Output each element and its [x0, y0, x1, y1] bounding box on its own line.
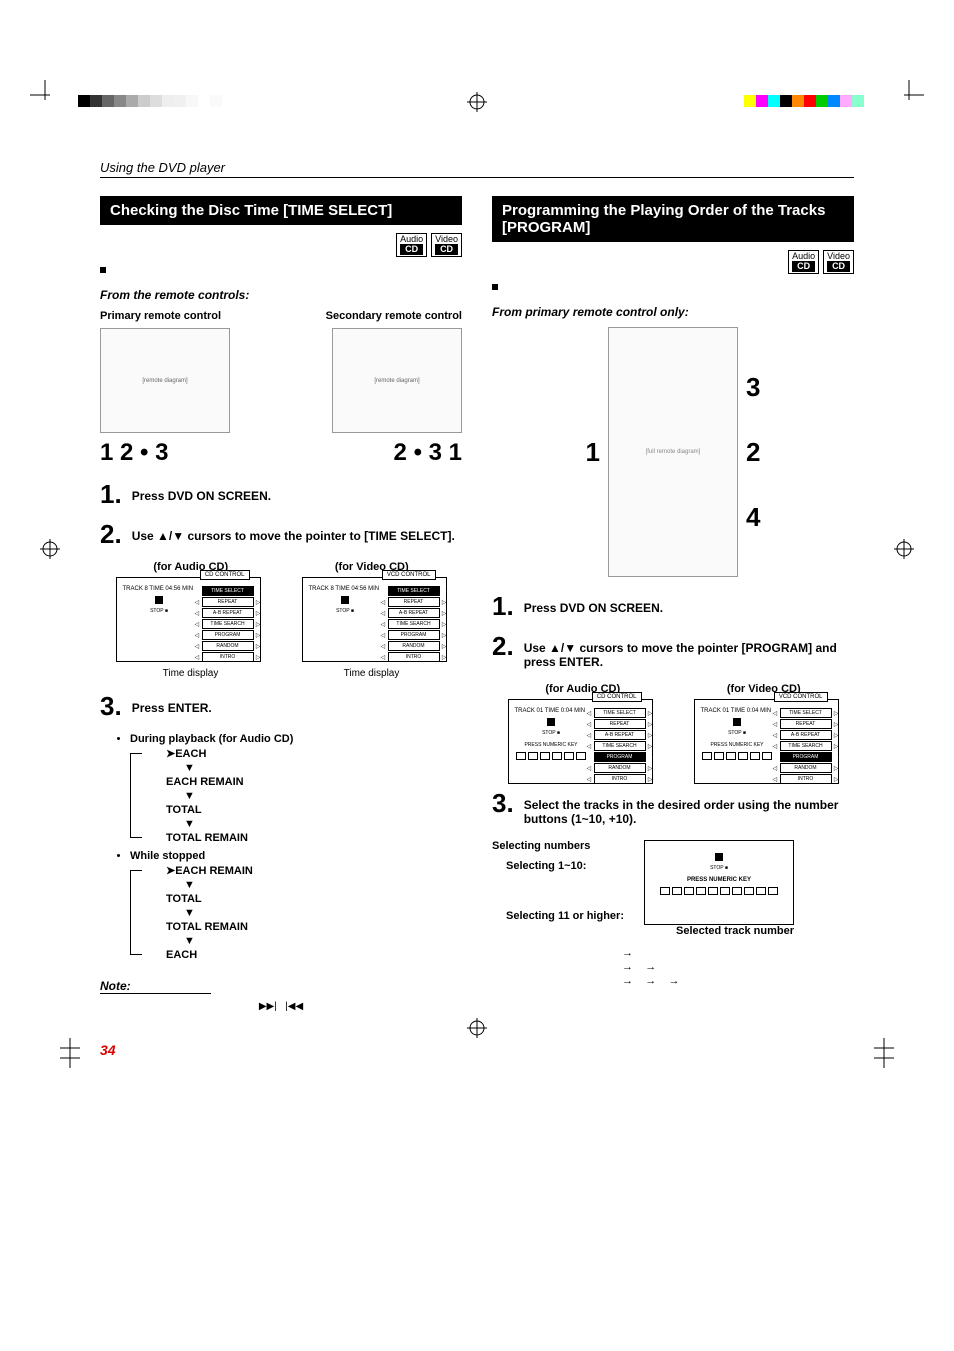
- left-title: Checking the Disc Time [TIME SELECT]: [100, 196, 462, 225]
- right-subhead: From primary remote control only:: [492, 305, 854, 319]
- step-num-2: 2.: [100, 521, 122, 547]
- r-vcd-control-screen: VCD CONTROL TRACK 01 TIME 0:04 MIN STOP …: [694, 699, 839, 784]
- selected-track-label: Selected track number: [644, 925, 794, 937]
- intro-marker: [100, 267, 106, 273]
- r-step-num-1: 1.: [492, 593, 514, 619]
- stopped-bullet: While stopped ➤EACH REMAIN ▼ TOTAL ▼ TOT…: [130, 850, 462, 961]
- primary-remote-image: [remote diagram]: [100, 328, 230, 433]
- r-step-num-2: 2.: [492, 633, 514, 659]
- crosshair-bottom-icon: [467, 1018, 487, 1038]
- callout-3: 3: [746, 372, 760, 403]
- cd-control-tab: CD CONTROL: [200, 570, 250, 580]
- secondary-remote-image: [remote diagram]: [332, 328, 462, 433]
- step-num-1: 1.: [100, 481, 122, 507]
- select-11: Selecting 11 or higher:: [492, 910, 624, 922]
- badge-video-cd: VideoCD: [431, 233, 462, 257]
- callout-right: 2 • 3 1: [394, 439, 462, 467]
- callout-4: 4: [746, 502, 760, 533]
- badge-audio-cd-r: AudioCD: [788, 250, 819, 274]
- note-label: Note:: [100, 979, 211, 994]
- callout-1: 1: [586, 437, 600, 468]
- arrow-cluster: → → → → → →: [492, 947, 854, 987]
- crosshair-top-icon: [467, 92, 487, 112]
- left-subhead: From the remote controls:: [100, 288, 462, 302]
- corner-bl-icon: [60, 1038, 90, 1068]
- badge-audio-cd: AudioCD: [396, 233, 427, 257]
- vcd-control-screen: VCD CONTROL TRACK 8 TIME 04:56 MIN STOP …: [302, 577, 447, 662]
- section-header: Using the DVD player: [100, 160, 854, 178]
- select-1-10: Selecting 1~10:: [492, 860, 624, 872]
- step3-text: Press ENTER.: [132, 693, 212, 715]
- corner-br-icon: [864, 1038, 894, 1068]
- r-step-num-3: 3.: [492, 790, 514, 816]
- color-bar-right: [744, 95, 876, 107]
- left-badges: AudioCD VideoCD: [100, 233, 462, 257]
- step2-text: Use ▲/▼ cursors to move the pointer to […: [132, 521, 455, 543]
- playback-bullet: During playback (for Audio CD) ➤EACH ▼ E…: [130, 733, 462, 844]
- select-numbers-label: Selecting numbers: [492, 840, 624, 852]
- r-step1-text: Press DVD ON SCREEN.: [524, 593, 663, 615]
- step-num-3: 3.: [100, 693, 122, 719]
- crosshair-mid-left-icon: [40, 539, 60, 559]
- intro-marker-r: [492, 284, 498, 290]
- reg-bracket-left: [30, 80, 60, 110]
- big-remote-image: [full remote diagram]: [608, 327, 738, 577]
- crosshair-mid-right-icon: [894, 539, 914, 559]
- page-number: 34: [100, 1042, 854, 1058]
- callout-left: 1 2 • 3: [100, 439, 168, 467]
- right-title: Programming the Playing Order of the Tra…: [492, 196, 854, 242]
- r-cd-control-screen: CD CONTROL TRACK 01 TIME 0:04 MIN STOP ■…: [508, 699, 653, 784]
- skip-icons: ▶▶| |◀◀: [100, 1001, 462, 1012]
- reg-bracket-right: [894, 80, 924, 110]
- r-step2-text: Use ▲/▼ cursors to move the pointer [PRO…: [524, 633, 854, 669]
- left-column: Checking the Disc Time [TIME SELECT] Aud…: [100, 196, 462, 1012]
- vcd-control-tab: VCD CONTROL: [382, 570, 436, 580]
- badge-video-cd-r: VideoCD: [823, 250, 854, 274]
- secondary-remote-label: Secondary remote control: [326, 310, 462, 322]
- numeric-key-screen: STOP ■ PRESS NUMERIC KEY: [644, 840, 794, 925]
- color-bar-left: [78, 95, 222, 107]
- step1-text: Press DVD ON SCREEN.: [132, 481, 271, 503]
- primary-remote-label: Primary remote control: [100, 310, 221, 322]
- right-column: Programming the Playing Order of the Tra…: [492, 196, 854, 1012]
- callout-2: 2: [746, 437, 760, 468]
- right-badges: AudioCD VideoCD: [492, 250, 854, 274]
- r-step3-text: Select the tracks in the desired order u…: [524, 790, 854, 826]
- cd-control-screen: CD CONTROL TRACK 8 TIME 04:56 MIN STOP ■…: [116, 577, 261, 662]
